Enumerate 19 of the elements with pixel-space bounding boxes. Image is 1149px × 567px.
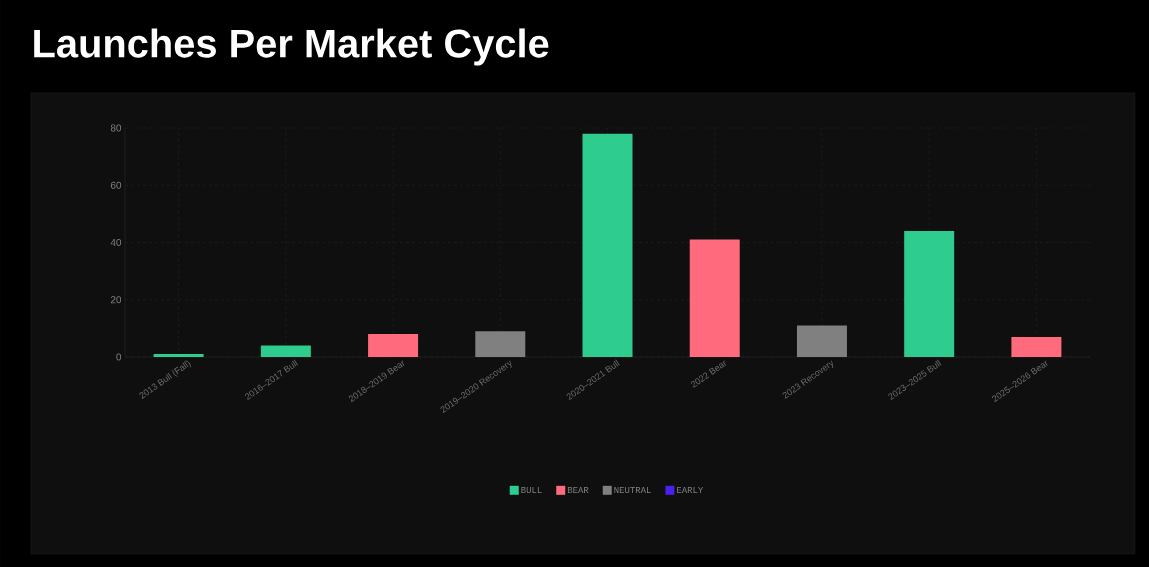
bar <box>475 331 526 357</box>
bar <box>904 231 955 357</box>
legend-label: EARLY <box>677 487 704 494</box>
bar <box>153 354 204 357</box>
legend-label: NEUTRAL <box>614 487 651 494</box>
bar <box>368 334 419 357</box>
bar <box>260 345 311 357</box>
y-tick-label: 20 <box>110 296 122 304</box>
chart-title: Launches Per Market Cycle <box>34 28 549 66</box>
y-tick-label: 80 <box>110 124 122 132</box>
legend-label: BEAR <box>567 487 589 494</box>
bar <box>1011 336 1062 357</box>
bar <box>796 325 847 357</box>
legend-label: BULL <box>521 487 542 494</box>
y-tick-label: 0 <box>116 353 122 361</box>
bar <box>582 133 633 357</box>
bar <box>689 239 740 357</box>
y-tick-label: 60 <box>110 181 122 189</box>
y-tick-label: 40 <box>110 238 122 247</box>
